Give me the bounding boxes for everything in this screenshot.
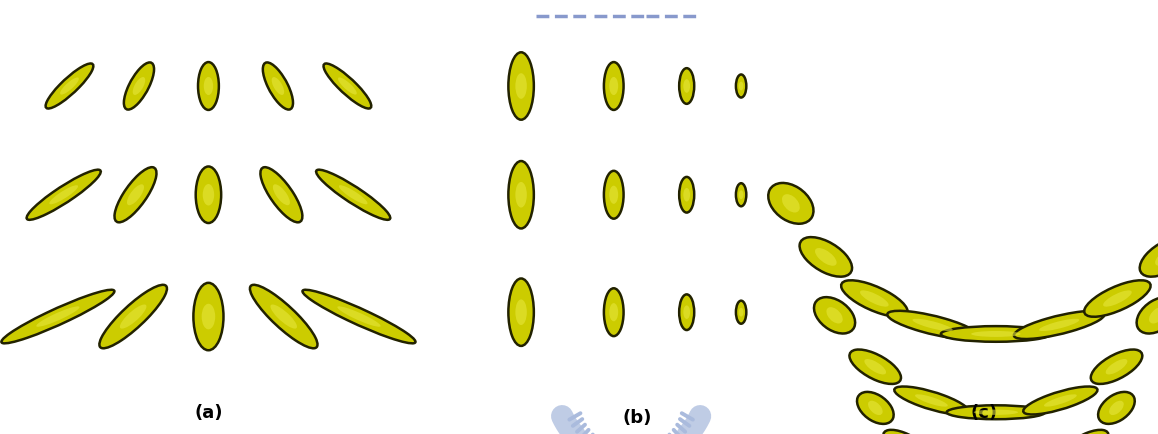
Ellipse shape	[739, 191, 743, 200]
Ellipse shape	[1098, 392, 1135, 424]
Ellipse shape	[609, 78, 618, 96]
Ellipse shape	[1156, 248, 1158, 266]
Ellipse shape	[1062, 430, 1108, 434]
Ellipse shape	[736, 184, 746, 207]
Ellipse shape	[1139, 237, 1158, 277]
Ellipse shape	[815, 248, 836, 266]
Ellipse shape	[864, 359, 886, 375]
Ellipse shape	[827, 307, 843, 324]
Ellipse shape	[679, 178, 694, 213]
Ellipse shape	[60, 78, 79, 95]
Ellipse shape	[1014, 311, 1105, 339]
Ellipse shape	[799, 237, 852, 277]
Ellipse shape	[1106, 359, 1128, 375]
Ellipse shape	[273, 185, 290, 206]
Ellipse shape	[263, 63, 293, 110]
Ellipse shape	[683, 188, 690, 202]
Ellipse shape	[1024, 387, 1098, 414]
Ellipse shape	[338, 78, 357, 95]
Ellipse shape	[604, 171, 623, 219]
Ellipse shape	[323, 64, 372, 109]
Ellipse shape	[736, 75, 746, 98]
Ellipse shape	[272, 78, 284, 96]
Ellipse shape	[1084, 281, 1151, 317]
Ellipse shape	[609, 186, 618, 204]
Ellipse shape	[884, 430, 930, 434]
Ellipse shape	[302, 290, 416, 344]
Ellipse shape	[850, 350, 901, 384]
Ellipse shape	[115, 168, 156, 223]
Ellipse shape	[887, 311, 977, 339]
Ellipse shape	[782, 195, 800, 213]
Ellipse shape	[857, 392, 894, 424]
Ellipse shape	[894, 387, 968, 414]
Ellipse shape	[515, 74, 527, 99]
Ellipse shape	[193, 283, 223, 351]
Ellipse shape	[204, 78, 213, 96]
Ellipse shape	[1, 290, 115, 344]
Ellipse shape	[196, 167, 221, 224]
Ellipse shape	[860, 291, 888, 307]
Ellipse shape	[683, 306, 690, 319]
Ellipse shape	[127, 185, 144, 206]
Ellipse shape	[133, 78, 145, 96]
Ellipse shape	[1045, 395, 1077, 407]
Ellipse shape	[868, 401, 882, 415]
Ellipse shape	[972, 331, 1020, 337]
Ellipse shape	[261, 168, 302, 223]
Ellipse shape	[1137, 297, 1158, 334]
Ellipse shape	[508, 161, 534, 229]
Ellipse shape	[45, 64, 94, 109]
Ellipse shape	[250, 285, 317, 349]
Ellipse shape	[915, 395, 947, 407]
Ellipse shape	[940, 326, 1051, 342]
Ellipse shape	[124, 63, 154, 110]
Ellipse shape	[515, 300, 527, 325]
Ellipse shape	[339, 186, 367, 205]
Ellipse shape	[100, 285, 167, 349]
Ellipse shape	[683, 80, 690, 94]
Ellipse shape	[316, 170, 390, 220]
Ellipse shape	[201, 304, 215, 329]
Ellipse shape	[841, 281, 908, 317]
Text: (b): (b)	[622, 408, 652, 426]
Ellipse shape	[50, 186, 78, 205]
Ellipse shape	[508, 53, 534, 120]
Ellipse shape	[609, 303, 618, 322]
Ellipse shape	[508, 279, 534, 346]
Ellipse shape	[1104, 291, 1131, 307]
Ellipse shape	[337, 307, 381, 327]
Ellipse shape	[739, 308, 743, 317]
Ellipse shape	[36, 307, 80, 327]
Ellipse shape	[739, 82, 743, 91]
Ellipse shape	[814, 297, 855, 334]
Ellipse shape	[203, 184, 214, 206]
Ellipse shape	[679, 69, 694, 105]
Text: (c): (c)	[970, 403, 998, 421]
Ellipse shape	[1039, 319, 1079, 331]
Ellipse shape	[679, 295, 694, 330]
Ellipse shape	[913, 319, 953, 331]
Text: (a): (a)	[195, 403, 222, 421]
Ellipse shape	[604, 289, 623, 336]
Ellipse shape	[946, 405, 1045, 419]
Ellipse shape	[515, 183, 527, 208]
Ellipse shape	[271, 305, 296, 329]
Ellipse shape	[974, 410, 1018, 415]
Ellipse shape	[27, 170, 101, 220]
Ellipse shape	[1109, 401, 1123, 415]
Ellipse shape	[198, 63, 219, 111]
Ellipse shape	[1091, 350, 1142, 384]
Ellipse shape	[120, 305, 146, 329]
Ellipse shape	[736, 301, 746, 324]
Ellipse shape	[604, 63, 623, 111]
Ellipse shape	[768, 184, 813, 224]
Ellipse shape	[1149, 307, 1158, 324]
